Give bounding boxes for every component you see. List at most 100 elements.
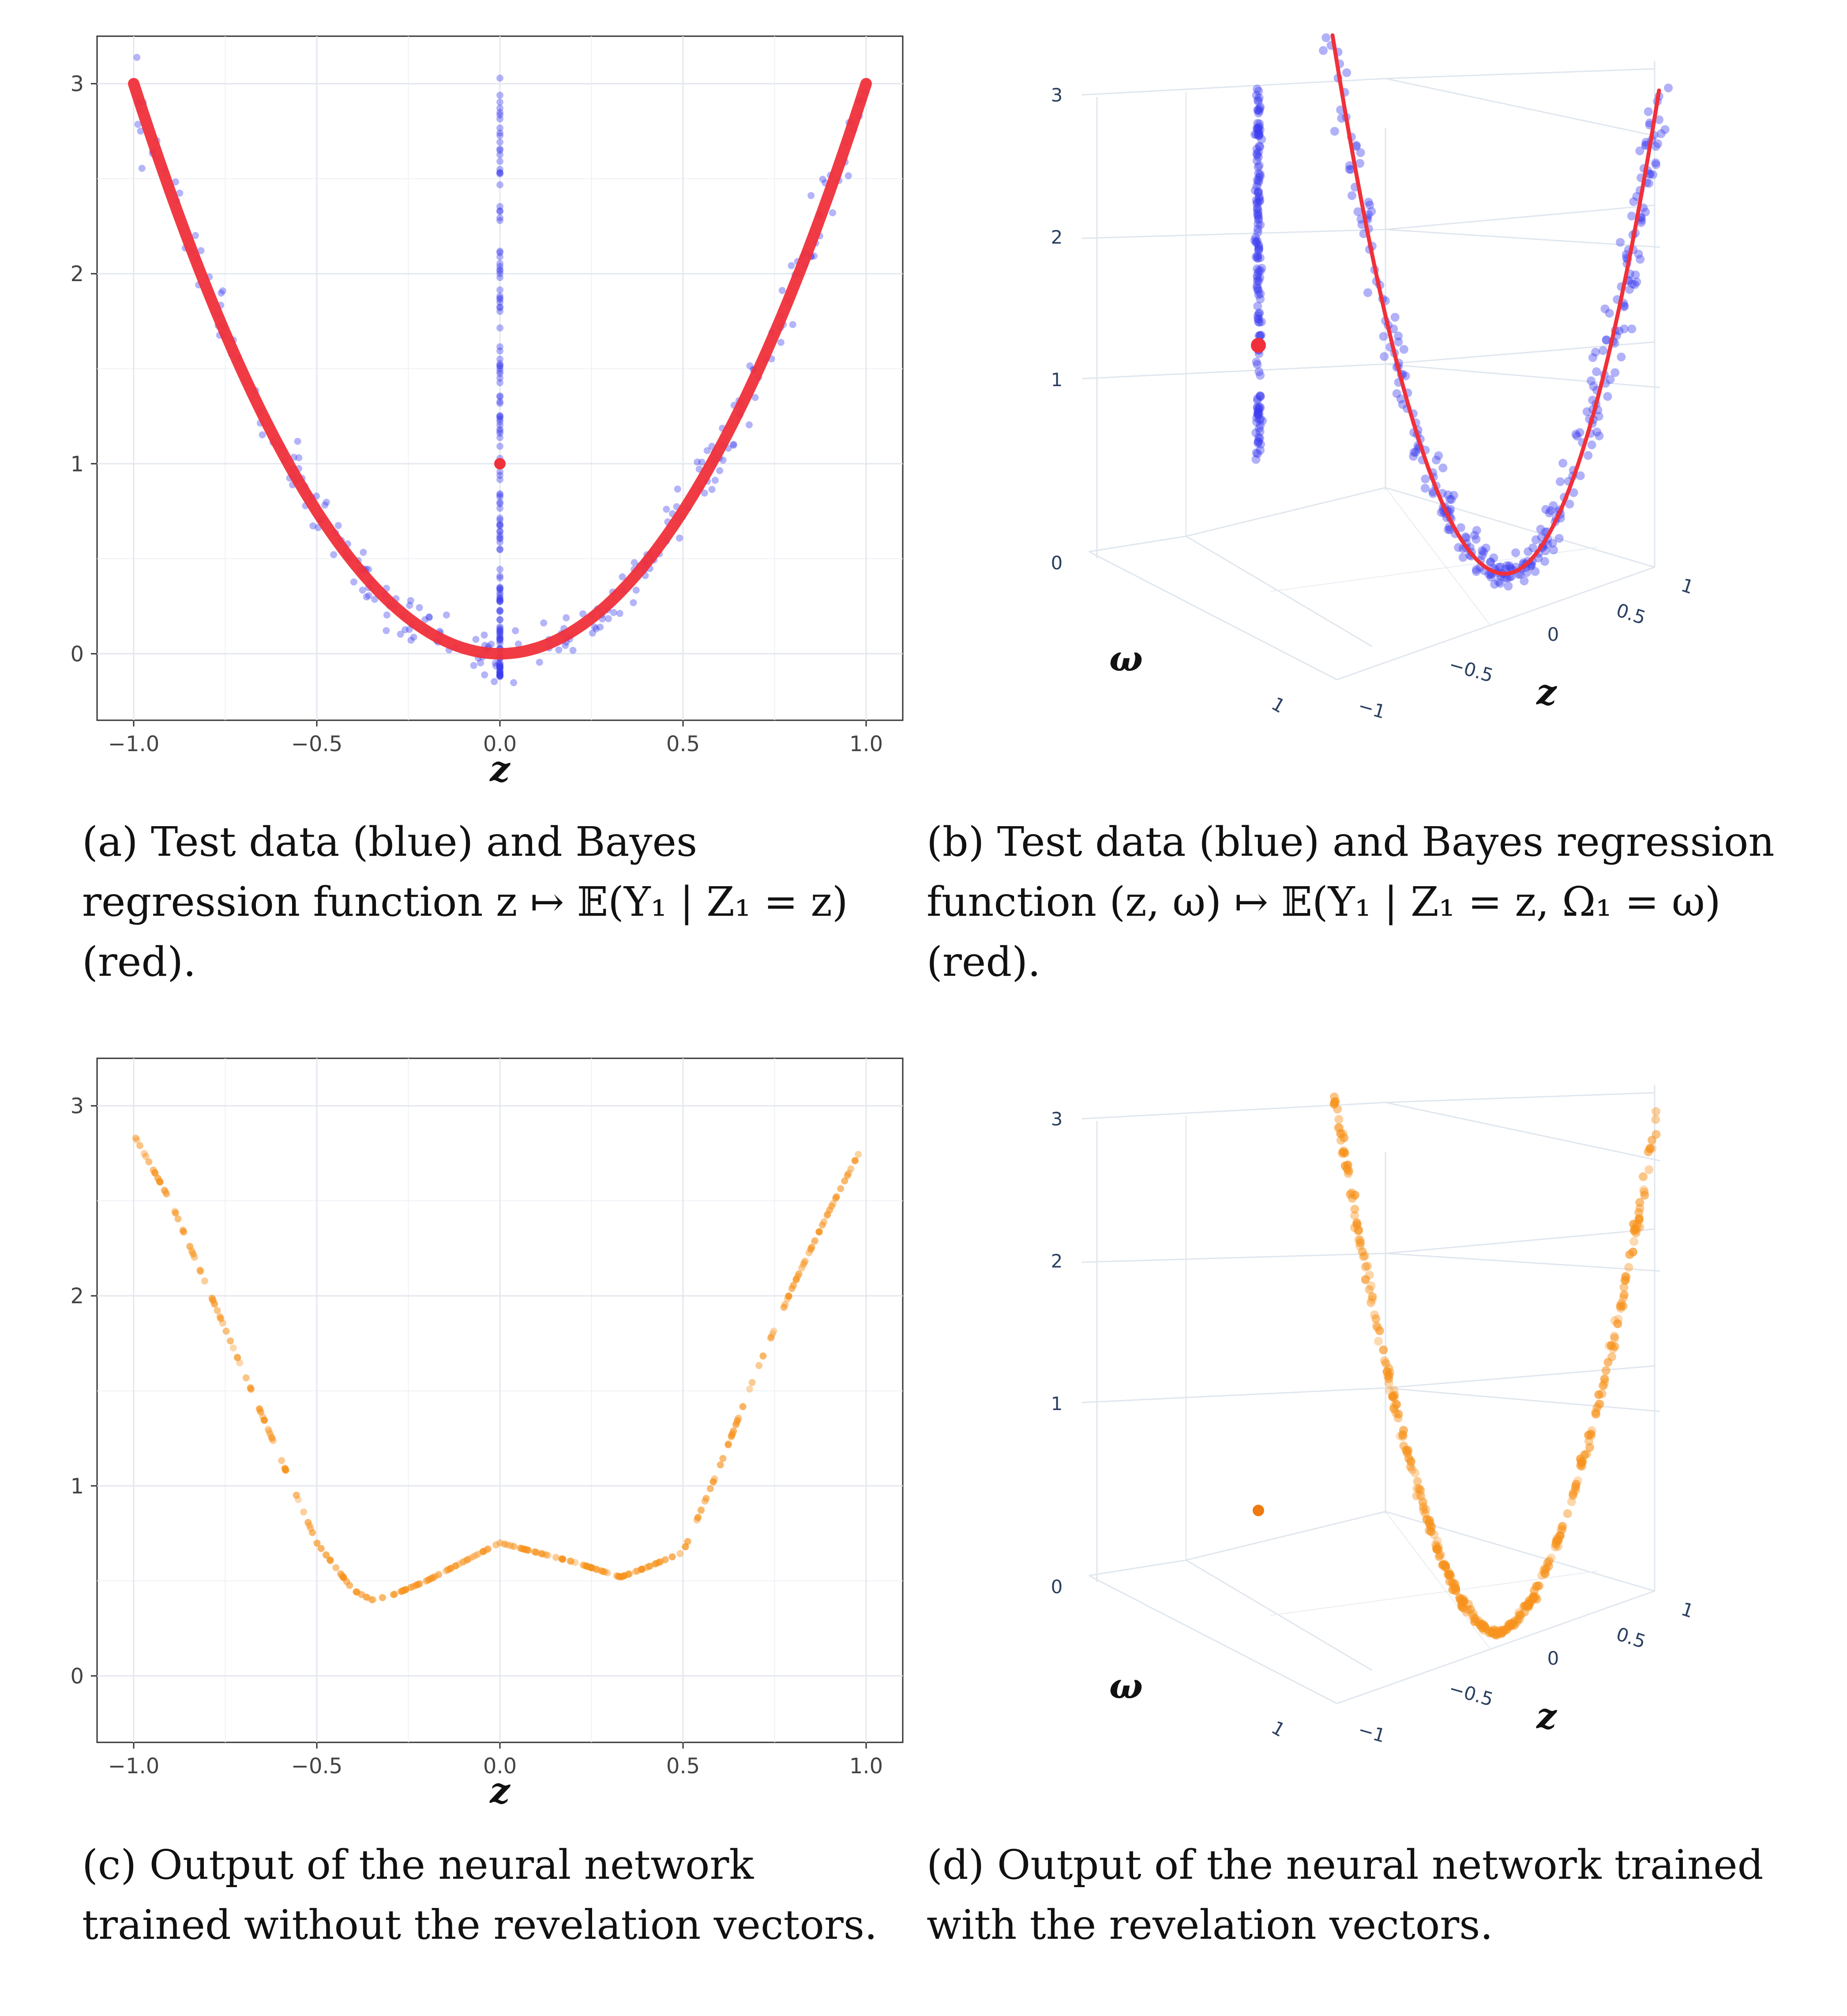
network-output-point [317, 1545, 325, 1552]
test-data-point [496, 520, 503, 528]
test-data-point [425, 613, 433, 621]
test-data-point [1617, 352, 1626, 361]
test-data-point [1355, 159, 1365, 168]
test-data-point [1254, 314, 1263, 323]
network-output-point [304, 1519, 312, 1526]
test-data-point [1253, 198, 1262, 207]
scene-floor-edge [1089, 1575, 1337, 1704]
test-data-point [481, 631, 488, 639]
test-data-point [360, 549, 367, 556]
test-data-point [630, 599, 637, 606]
network-output-point [1433, 1536, 1442, 1546]
test-data-point [1253, 439, 1262, 448]
network-output-point [1563, 1509, 1572, 1518]
test-data-point [496, 207, 503, 214]
test-data-point [496, 669, 503, 676]
vertical-tick-label: 0 [1051, 1576, 1063, 1598]
test-data-point [1254, 219, 1263, 229]
test-data-point [1256, 266, 1265, 275]
test-data-point [1253, 204, 1262, 214]
test-data-point [1444, 525, 1453, 534]
test-data-point [492, 659, 499, 667]
test-data-point [1573, 432, 1582, 441]
test-data-point [1487, 573, 1496, 582]
test-data-point [1656, 129, 1666, 138]
network-output-point [208, 1295, 216, 1302]
network-output-point [651, 1560, 659, 1568]
network-output-point [1380, 1356, 1389, 1365]
test-data-point [496, 124, 503, 132]
test-data-point [496, 538, 503, 546]
test-data-point [1634, 249, 1643, 259]
network-output-point [1628, 1247, 1637, 1256]
network-output-point [1497, 1629, 1506, 1638]
network-output-point [1350, 1211, 1359, 1220]
test-data-point [745, 421, 753, 429]
test-data-point [1253, 119, 1262, 128]
network-output-point [217, 1315, 225, 1322]
network-output-points [132, 1134, 862, 1604]
test-data-point [496, 607, 503, 614]
scene-floor-edge [1089, 1559, 1186, 1576]
test-data-point [1321, 33, 1331, 42]
test-data-point [496, 664, 503, 671]
test-data-point [1255, 331, 1265, 340]
test-data-point [1254, 128, 1263, 137]
test-data-point [496, 109, 503, 116]
test-data-point [1632, 277, 1641, 286]
test-data-point [1610, 368, 1620, 377]
test-data-point [1472, 526, 1481, 535]
test-data-point [1252, 149, 1261, 158]
test-data-point [496, 637, 503, 644]
test-data-point [496, 500, 503, 508]
test-data-point [496, 429, 503, 437]
network-output-point [234, 1354, 241, 1362]
test-data-point [1256, 403, 1265, 412]
bayes-regression-curve [1330, 33, 1661, 576]
test-data-point [1253, 394, 1262, 403]
network-output-point [1404, 1454, 1413, 1463]
test-data-point [1549, 545, 1558, 555]
test-data-point [1254, 188, 1263, 198]
test-data-point [1549, 501, 1558, 510]
network-output-point [201, 1277, 208, 1285]
test-data-point [1637, 215, 1646, 225]
network-output-point [429, 1574, 437, 1581]
test-data-point [1411, 448, 1420, 457]
scene-floor-edge [1336, 566, 1655, 681]
scene-grid-line [1385, 1228, 1655, 1254]
network-output-point [1540, 1570, 1550, 1579]
network-output-point [145, 1158, 153, 1166]
test-data-point [807, 192, 815, 199]
scene-grid-line [1385, 1365, 1655, 1389]
network-output-point [423, 1577, 430, 1585]
network-output-point [133, 1136, 141, 1144]
test-data-point [496, 672, 503, 679]
test-data-point [632, 587, 640, 594]
test-data-point [496, 299, 503, 306]
test-data-point [496, 591, 503, 599]
test-data-point [1255, 402, 1264, 411]
scene-box [1081, 1085, 1660, 1704]
test-data-point [172, 178, 179, 186]
network-output-point [693, 1516, 701, 1524]
test-data-point [1392, 389, 1401, 398]
test-data-point [496, 158, 503, 165]
test-data-point [496, 393, 503, 401]
network-output-point [746, 1385, 753, 1393]
network-output-point [172, 1209, 179, 1217]
test-data-point [197, 247, 205, 254]
test-data-point [496, 664, 503, 672]
scene-grid-line [1385, 1387, 1660, 1412]
network-output-point [1571, 1482, 1580, 1492]
network-output-point [461, 1557, 469, 1565]
x-tick-label: 1.0 [849, 732, 883, 756]
network-output-point [260, 1416, 268, 1424]
network-output-point [466, 1555, 474, 1562]
network-output-point [265, 1427, 273, 1435]
test-data-point [496, 535, 503, 542]
scene-floor-edge [1385, 487, 1655, 568]
test-data-point [1470, 530, 1479, 540]
test-data-point [1420, 484, 1430, 493]
test-data-point [589, 629, 596, 637]
